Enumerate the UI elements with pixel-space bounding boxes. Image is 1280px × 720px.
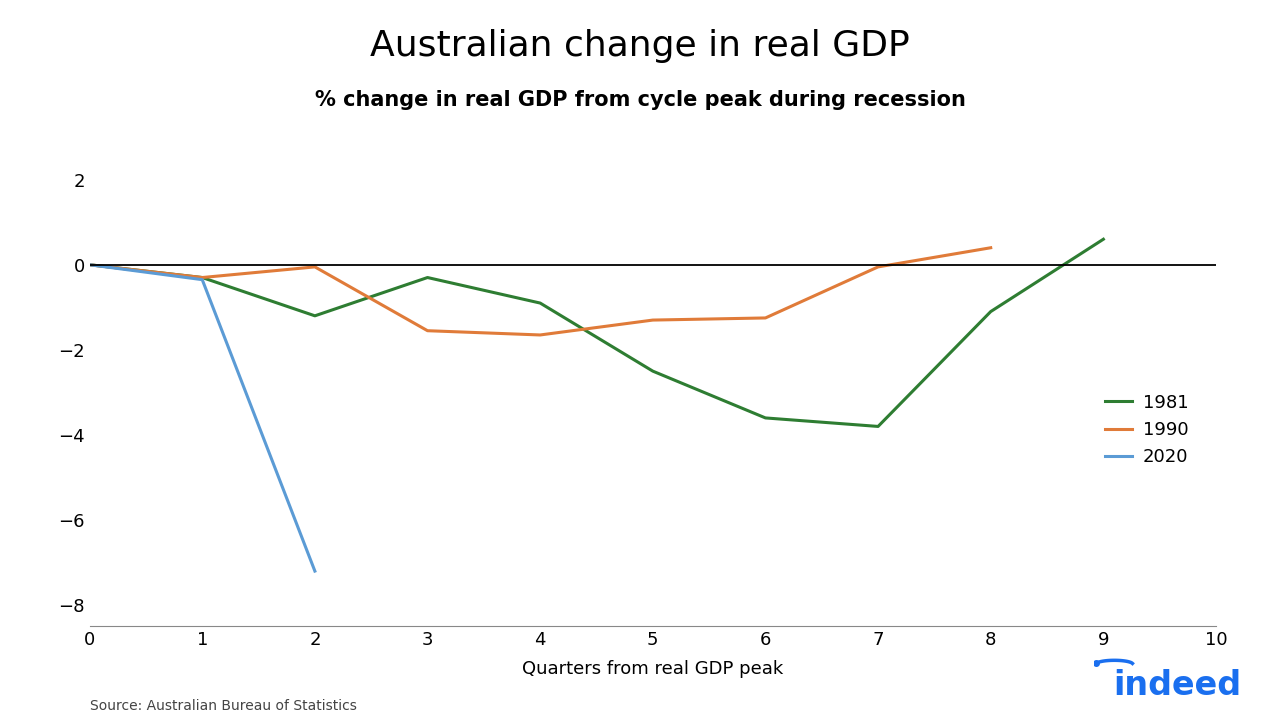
1990: [645, 316, 660, 325]
Text: % change in real GDP from cycle peak during recession: % change in real GDP from cycle peak dur…: [315, 90, 965, 110]
1990: [983, 243, 998, 252]
1981: [420, 273, 435, 282]
2020: [307, 567, 323, 575]
X-axis label: Quarters from real GDP peak: Quarters from real GDP peak: [522, 660, 783, 678]
1990: [758, 314, 773, 323]
1981: [1096, 235, 1111, 243]
1981: [758, 413, 773, 422]
1981: [532, 299, 548, 307]
Text: Source: Australian Bureau of Statistics: Source: Australian Bureau of Statistics: [90, 699, 356, 713]
1981: [870, 422, 886, 431]
Line: 1981: 1981: [90, 239, 1103, 426]
1981: [645, 366, 660, 375]
Line: 1990: 1990: [90, 248, 991, 335]
Text: indeed: indeed: [1114, 669, 1242, 702]
Line: 2020: 2020: [90, 265, 315, 571]
1990: [82, 261, 97, 269]
1990: [870, 263, 886, 271]
Legend: 1981, 1990, 2020: 1981, 1990, 2020: [1098, 387, 1196, 473]
1981: [82, 261, 97, 269]
1981: [307, 312, 323, 320]
1990: [532, 330, 548, 339]
2020: [195, 275, 210, 284]
1990: [420, 326, 435, 335]
Text: Australian change in real GDP: Australian change in real GDP: [370, 29, 910, 63]
1990: [307, 263, 323, 271]
1981: [195, 273, 210, 282]
1981: [983, 307, 998, 316]
1990: [195, 273, 210, 282]
2020: [82, 261, 97, 269]
